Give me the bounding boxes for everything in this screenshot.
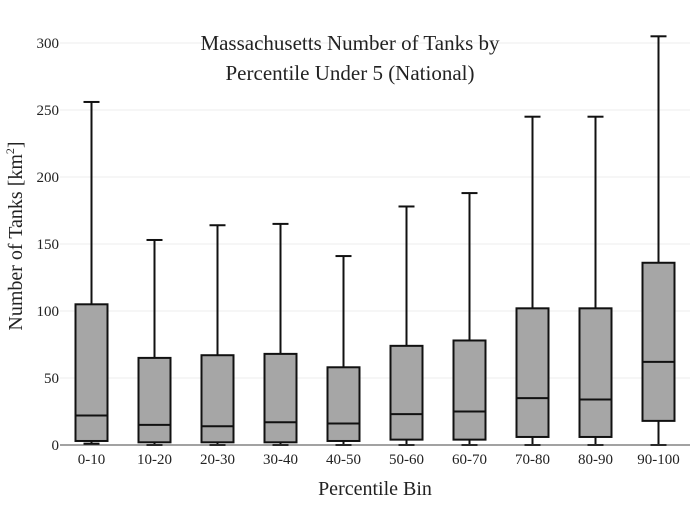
box-80-90: [578, 115, 613, 446]
iqr-box-40-50: [326, 366, 361, 442]
y-axis-title: Number of Tanks [km2]: [3, 141, 27, 330]
x-axis-title: Percentile Bin: [318, 478, 432, 500]
box-40-50: [326, 255, 361, 446]
box-30-40: [263, 222, 298, 446]
iqr-box-0-10: [74, 303, 109, 442]
y-tick-labels: 0 50 100 150 200 250 300: [37, 36, 60, 454]
y-axis-title-main: Number of Tanks [km: [5, 154, 27, 331]
box-layer: [74, 35, 676, 446]
x-tick-label-40-50: 40-50: [326, 452, 361, 468]
x-tick-label-10-20: 10-20: [137, 452, 172, 468]
iqr-box-10-20: [137, 356, 172, 444]
y-axis-title-superscript: 2: [3, 148, 17, 154]
x-tick-label-20-30: 20-30: [200, 452, 235, 468]
x-tick-label-50-60: 50-60: [389, 452, 424, 468]
box-60-70: [452, 192, 487, 446]
y-tick-label-100: 100: [37, 304, 60, 320]
x-tick-labels: 0-10 10-20 20-30 30-40 40-50 50-60 60-70 70-80 8…: [78, 452, 680, 468]
iqr-box-20-30: [200, 354, 235, 444]
x-tick-label-80-90: 80-90: [578, 452, 613, 468]
x-tick-label-0-10: 0-10: [78, 452, 106, 468]
x-tick-label-90-100: 90-100: [637, 452, 680, 468]
iqr-box-60-70: [452, 339, 487, 441]
box-0-10: [74, 100, 109, 445]
y-tick-label-200: 200: [37, 170, 60, 186]
box-90-100: [641, 35, 676, 446]
iqr-box-50-60: [389, 344, 424, 441]
iqr-box-90-100: [641, 261, 676, 422]
x-tick-label-30-40: 30-40: [263, 452, 298, 468]
x-tick-label-60-70: 60-70: [452, 452, 487, 468]
box-10-20: [137, 238, 172, 446]
chart-title-line-1: Massachusetts Number of Tanks by: [200, 31, 500, 55]
x-tick-label-70-80: 70-80: [515, 452, 550, 468]
y-tick-label-150: 150: [37, 237, 60, 253]
box-50-60: [389, 205, 424, 446]
iqr-box-70-80: [515, 307, 550, 438]
y-tick-label-300: 300: [37, 36, 60, 52]
iqr-box-30-40: [263, 352, 298, 444]
y-tick-label-0: 0: [52, 438, 60, 454]
box-20-30: [200, 224, 235, 446]
box-70-80: [515, 115, 550, 446]
y-tick-label-50: 50: [44, 371, 59, 387]
iqr-box-80-90: [578, 307, 613, 438]
chart-title-line-2: Percentile Under 5 (National): [226, 61, 475, 85]
y-axis-title-close: ]: [5, 141, 27, 148]
y-tick-label-250: 250: [37, 103, 60, 119]
